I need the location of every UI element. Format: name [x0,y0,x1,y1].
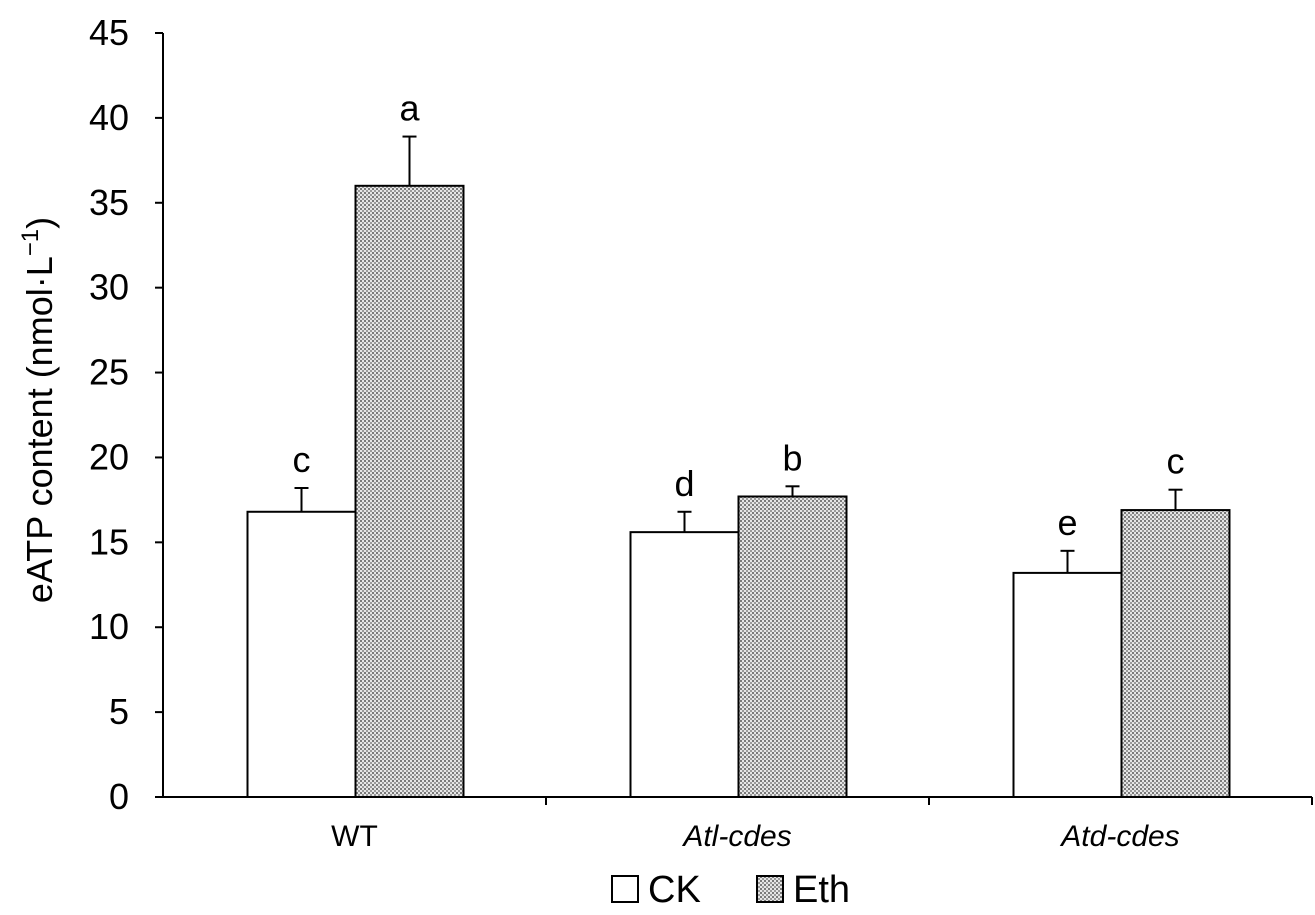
x-category-label: Atl-cdes [681,820,791,853]
y-tick-label: 45 [89,12,129,53]
svg-text:eATP content (nmol·L−1): eATP content (nmol·L−1) [17,217,60,603]
y-axis-title-close: ) [19,217,60,229]
legend-label-eth: Eth [793,869,850,911]
legend-label-ck: CK [648,869,701,911]
significance-letter: e [1057,502,1077,543]
y-axis-title-superscript: −1 [17,229,44,256]
y-tick-label: 30 [89,267,129,308]
y-axis-title-main: eATP content (nmol·L [19,256,60,603]
legend-swatch-ck [611,875,639,903]
x-axis-labels: WT Atl-cdes Atd-cdes [331,820,1180,853]
x-category-label: Atd-cdes [1059,820,1179,853]
significance-letter: c [1167,441,1185,482]
y-tick-label: 0 [109,776,129,817]
legend: CK Eth [611,869,850,911]
bar-eth-0 [354,184,465,799]
x-category-label: WT [331,820,378,853]
bar-eth-1 [737,495,848,798]
bars: c a d b e c [246,88,1231,799]
y-axis-ticks: 0 5 10 15 20 25 30 35 40 45 [89,12,164,817]
bar-ck-2 [1012,571,1123,798]
y-tick-label: 20 [89,436,129,477]
y-tick-label: 10 [89,606,129,647]
legend-swatch-eth [756,875,784,903]
significance-letter: d [674,463,694,504]
bar-ck-1 [629,531,740,798]
y-tick-label: 5 [109,691,129,732]
significance-letter: c [293,439,311,480]
y-axis-title: eATP content (nmol·L−1) [17,217,60,603]
y-tick-label: 25 [89,352,129,393]
bar-ck-0 [246,510,357,798]
y-tick-label: 15 [89,521,129,562]
bar-eth-2 [1120,509,1231,798]
y-tick-label: 35 [89,182,129,223]
y-tick-label: 40 [89,97,129,138]
x-axis [163,796,1313,805]
significance-letter: b [782,437,802,478]
significance-letter: a [399,88,420,129]
